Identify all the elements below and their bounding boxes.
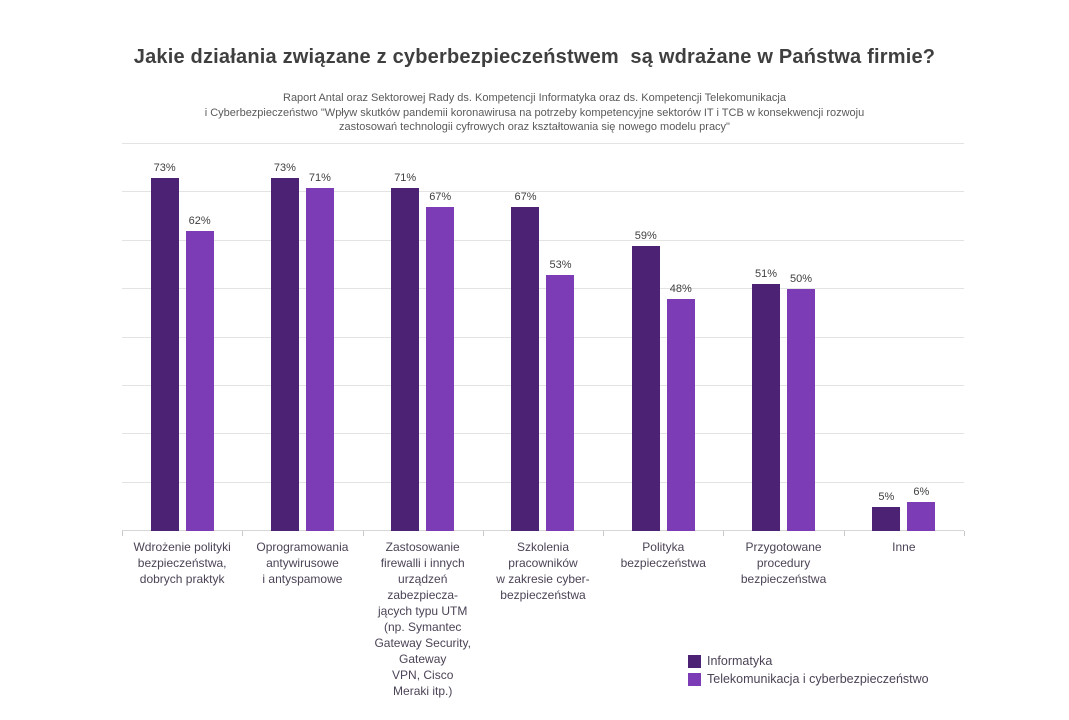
value-label: 71% — [394, 171, 417, 184]
value-label: 73% — [153, 161, 176, 174]
chart-subtitle-line: i Cyberbezpieczeństwo "Wpływ skutków pan… — [204, 106, 865, 119]
bar-informatyka — [150, 177, 179, 531]
gridline — [122, 143, 964, 144]
chart-subtitle: Raport Antal oraz Sektorowej Rady ds. Ko… — [0, 91, 1069, 135]
chart-subtitle-line: zastosowań technologii cyfrowych oraz ks… — [339, 121, 730, 133]
category-label: Wdrożenie polityki bezpieczeństwa, dobry… — [133, 540, 231, 586]
bar-group: 71% 67% — [363, 144, 483, 531]
bar-telekomunikacja — [666, 298, 695, 531]
category-label: Oprogramowania antywirusowe i antyspamow… — [256, 540, 349, 586]
bar-group: 73% 71% — [242, 144, 362, 531]
bar-informatyka — [270, 177, 299, 531]
bar-informatyka — [752, 284, 781, 531]
plot-area: 73% 62% 73% 71% 71% 67% 67% 53% 59% 48% 51% 50% 5% 6% — [122, 143, 965, 536]
x-axis-tick — [723, 531, 724, 536]
bar-informatyka — [872, 506, 901, 531]
gridline — [122, 191, 964, 193]
legend: Informatyka Telekomunikacja i cyberbezpi… — [688, 654, 929, 690]
value-label: 51% — [755, 268, 778, 281]
value-label: 6% — [913, 485, 930, 498]
x-axis-tick — [603, 531, 604, 536]
bar-group: 5% 6% — [844, 144, 964, 531]
bar-telekomunikacja — [546, 274, 575, 531]
value-label: 50% — [790, 273, 813, 286]
x-axis-tick — [122, 531, 123, 536]
category-label: Przygotowane procedury bezpieczeństwa — [740, 540, 827, 586]
bar-telekomunikacja — [787, 289, 816, 531]
x-axis-tick — [242, 531, 243, 536]
chart-title: Jakie działania związane z cyberbezpiecz… — [133, 46, 936, 68]
legend-swatch-informatyka — [688, 654, 701, 668]
gridline — [122, 288, 964, 290]
bar-telekomunikacja — [907, 501, 936, 531]
bar-telekomunikacja — [305, 187, 334, 531]
value-label: 59% — [634, 229, 657, 242]
category-label: Szkolenia pracowników w zakresie cyber- … — [496, 540, 590, 602]
bar-group: 67% 53% — [483, 144, 603, 531]
x-axis-tick — [964, 531, 965, 536]
bar-informatyka — [631, 245, 660, 531]
category-label: Inne — [892, 540, 916, 554]
value-label: 73% — [273, 161, 296, 174]
legend-item-telekomunikacja: Telekomunikacja i cyberbezpieczeństwo — [688, 672, 929, 686]
value-label: 67% — [514, 190, 537, 203]
value-label: 71% — [308, 171, 331, 184]
category-label: Zastosowanie firewalli i innych urządzeń… — [374, 540, 471, 698]
legend-label-informatyka: Informatyka — [707, 654, 773, 668]
value-label: 5% — [878, 490, 895, 503]
bar-telekomunikacja — [426, 206, 455, 531]
legend-label-telekomunikacja: Telekomunikacja i cyberbezpieczeństwo — [707, 672, 929, 686]
legend-swatch-telekomunikacja — [688, 672, 701, 686]
x-axis-tick — [483, 531, 484, 536]
category-label: Polityka bezpieczeństwa — [620, 540, 706, 570]
bar-group: 51% 50% — [723, 144, 843, 531]
value-label: 53% — [549, 258, 572, 271]
chart-subtitle-line: Raport Antal oraz Sektorowej Rady ds. Ko… — [283, 92, 786, 104]
bar-group: 73% 62% — [122, 144, 242, 531]
gridline — [122, 239, 964, 241]
x-axis-tick — [844, 531, 845, 536]
value-label: 67% — [429, 190, 452, 203]
gridline — [122, 481, 964, 483]
bar-informatyka — [511, 206, 540, 531]
bar-telekomunikacja — [185, 231, 214, 531]
x-axis-line — [122, 530, 964, 531]
legend-item-informatyka: Informatyka — [688, 654, 929, 668]
gridline — [122, 433, 964, 435]
bar-group: 59% 48% — [603, 144, 723, 531]
value-label: 62% — [188, 215, 211, 228]
value-label: 48% — [669, 282, 692, 295]
bar-informatyka — [391, 187, 420, 531]
x-axis-tick — [363, 531, 364, 536]
gridline — [122, 336, 964, 338]
gridline — [122, 384, 964, 386]
